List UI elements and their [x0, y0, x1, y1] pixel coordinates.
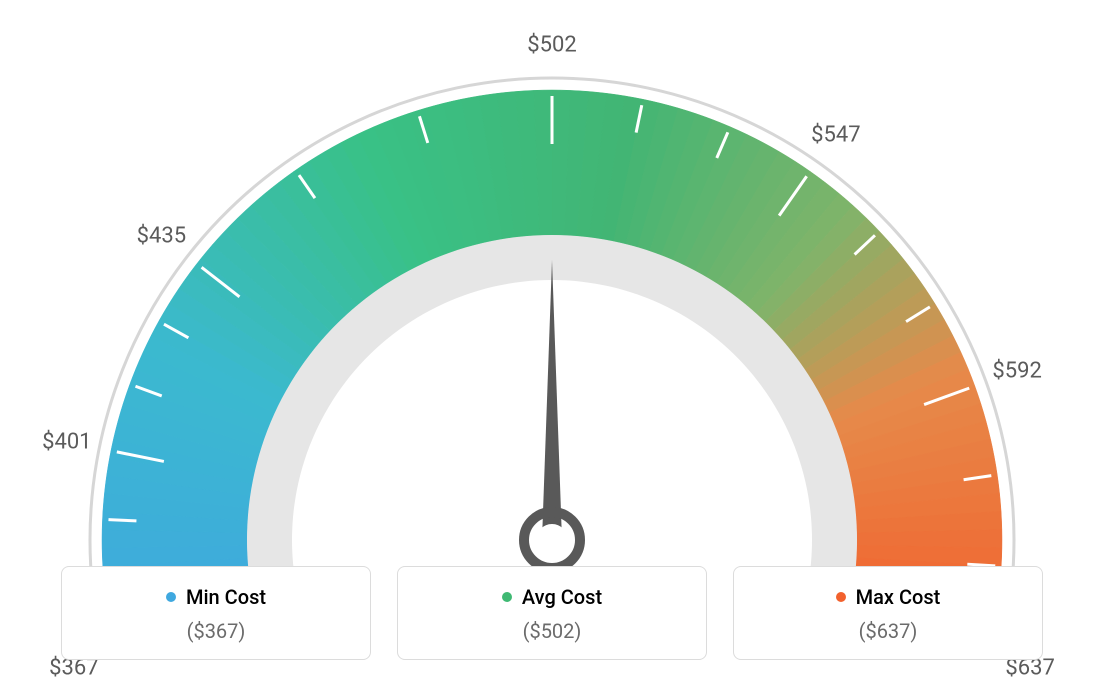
legend-label: Min Cost: [186, 585, 266, 609]
gauge-tick-label: $502: [527, 33, 576, 58]
gauge-tick-label: $592: [992, 358, 1041, 383]
legend-value-avg: ($502): [408, 619, 696, 643]
dot-icon: [502, 592, 512, 602]
legend-title-max: Max Cost: [836, 585, 941, 609]
legend-row: Min Cost ($367) Avg Cost ($502) Max Cost…: [0, 566, 1104, 660]
legend-label: Max Cost: [856, 585, 941, 609]
dot-icon: [166, 592, 176, 602]
legend-value-min: ($367): [72, 619, 360, 643]
gauge-tick-label: $401: [42, 429, 91, 454]
legend-value-max: ($637): [744, 619, 1032, 643]
gauge-tick-label: $547: [811, 122, 860, 147]
legend-card-avg: Avg Cost ($502): [397, 566, 707, 660]
dot-icon: [836, 592, 846, 602]
legend-card-max: Max Cost ($637): [733, 566, 1043, 660]
legend-card-min: Min Cost ($367): [61, 566, 371, 660]
cost-gauge: $367$401$435$502$547$592$637: [52, 30, 1052, 570]
gauge-svg: [52, 30, 1052, 590]
legend-title-min: Min Cost: [166, 585, 266, 609]
legend-label: Avg Cost: [522, 585, 602, 609]
gauge-tick-label: $435: [137, 224, 186, 249]
legend-title-avg: Avg Cost: [502, 585, 602, 609]
